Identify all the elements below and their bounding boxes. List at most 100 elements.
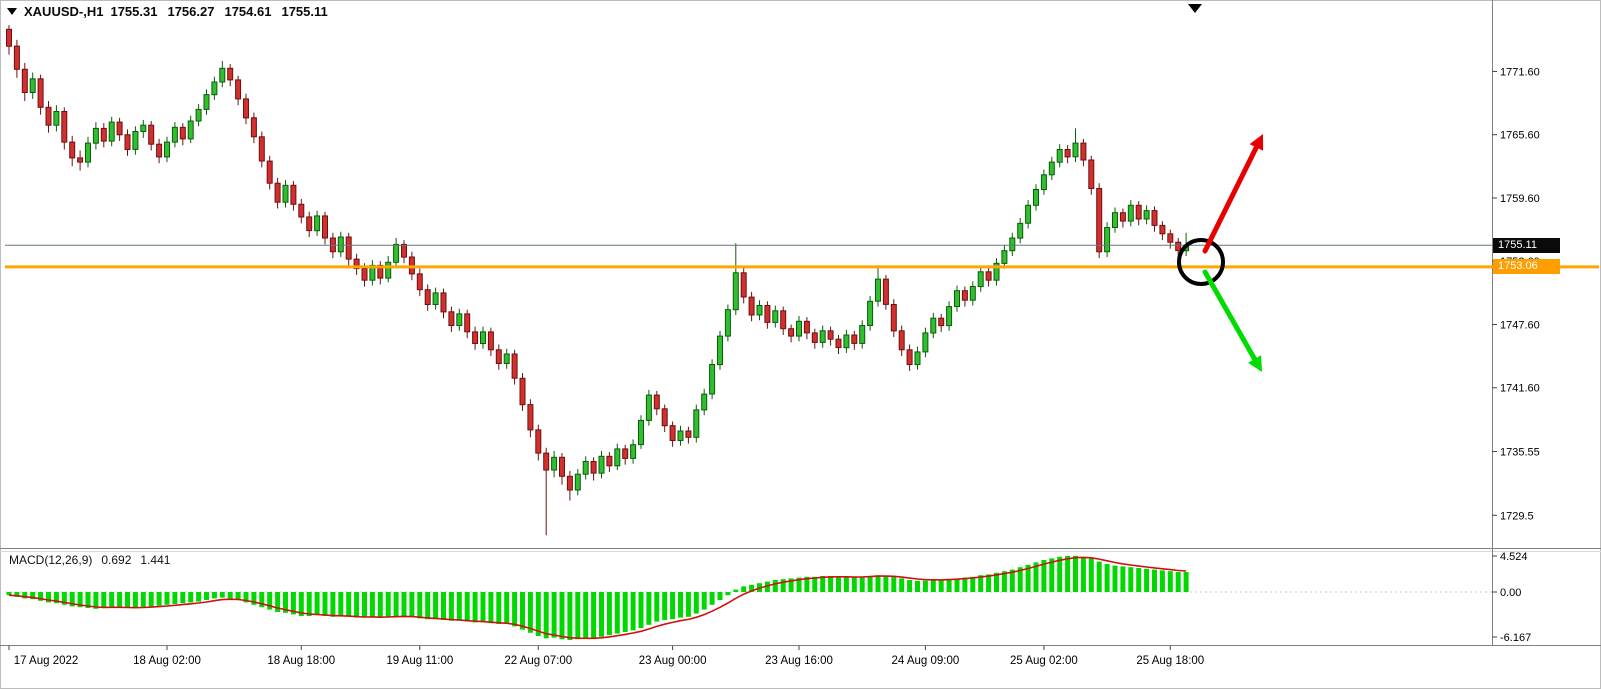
candle-body bbox=[590, 461, 597, 474]
candle-body bbox=[732, 272, 739, 311]
macd-histogram-bar bbox=[243, 592, 249, 603]
candle-body bbox=[614, 448, 621, 467]
candle-body bbox=[843, 334, 850, 349]
chart-shift-marker-icon[interactable] bbox=[1188, 4, 1202, 13]
candle-body bbox=[1159, 224, 1166, 235]
macd-histogram-bar bbox=[362, 592, 367, 618]
macd-histogram-bar bbox=[6, 592, 12, 596]
macd-histogram-bar bbox=[156, 592, 162, 606]
date-axis-label: 18 Aug 18:00 bbox=[267, 655, 335, 667]
price-axis: 1771.601765.601759.601753.601747.601741.… bbox=[1492, 66, 1540, 522]
macd-histogram-bar bbox=[472, 592, 478, 623]
candle-body bbox=[803, 320, 810, 334]
macd-histogram-bar bbox=[812, 576, 818, 592]
high-value: 1756.27 bbox=[167, 4, 215, 19]
candle-body bbox=[322, 215, 328, 239]
macd-histogram-bar bbox=[101, 592, 107, 608]
candle-body bbox=[487, 331, 494, 351]
candle-body bbox=[179, 126, 186, 140]
candle-body bbox=[930, 317, 937, 334]
macd-histogram-bar bbox=[709, 592, 715, 605]
candle-body bbox=[954, 290, 960, 308]
candle-body bbox=[598, 455, 605, 474]
candle-body bbox=[92, 127, 99, 144]
macd-histogram-bar bbox=[480, 592, 486, 623]
candle-body bbox=[969, 286, 976, 301]
macd-histogram-bar bbox=[77, 592, 83, 608]
candle-body bbox=[124, 134, 131, 150]
macd-histogram-bar bbox=[654, 592, 660, 622]
candle-body bbox=[456, 313, 463, 326]
macd-histogram-bar bbox=[53, 592, 59, 604]
candle-body bbox=[645, 394, 652, 421]
macd-histogram-bar bbox=[125, 592, 130, 608]
macd-histogram-bar bbox=[575, 592, 581, 640]
macd-histogram-bar bbox=[441, 592, 446, 620]
macd-histogram-bar bbox=[314, 592, 320, 616]
macd-histogram-bar bbox=[1088, 558, 1094, 592]
candle-body bbox=[566, 475, 573, 491]
macd-histogram-bar bbox=[828, 576, 834, 592]
macd-histogram-bar bbox=[875, 575, 881, 592]
candle-body bbox=[495, 349, 502, 364]
macd-histogram-bar bbox=[599, 592, 604, 637]
macd-histogram-bar bbox=[946, 579, 952, 592]
candle-body bbox=[416, 273, 423, 291]
macd-histogram-bar bbox=[772, 580, 778, 592]
macd-histogram-bar bbox=[986, 574, 992, 592]
candle-body bbox=[306, 216, 313, 232]
candle-body bbox=[6, 28, 12, 47]
candle-body bbox=[669, 425, 676, 442]
candle-body bbox=[219, 67, 226, 83]
candle-body bbox=[788, 328, 795, 337]
candle-body bbox=[1048, 161, 1055, 176]
macd-histogram-bar bbox=[559, 592, 565, 640]
candle-body bbox=[369, 264, 376, 281]
candle-body bbox=[393, 243, 400, 263]
macd-histogram-bar bbox=[820, 576, 826, 592]
macd-histogram-bar bbox=[614, 592, 620, 634]
macd-histogram-bar bbox=[409, 592, 415, 617]
candle-body bbox=[653, 394, 660, 410]
candle-body bbox=[424, 289, 431, 306]
macd-histogram-bar bbox=[622, 592, 628, 632]
macd-histogram-bar bbox=[488, 592, 494, 624]
macd-histogram-bar bbox=[283, 592, 288, 613]
macd-histogram-bar bbox=[662, 592, 668, 620]
candle-body bbox=[961, 290, 968, 301]
candle-body bbox=[148, 124, 155, 145]
macd-histogram-bar bbox=[290, 592, 296, 615]
macd-histogram-bar bbox=[464, 592, 470, 622]
candle-body bbox=[543, 452, 550, 471]
macd-histogram-bar bbox=[851, 577, 857, 592]
candle-body bbox=[401, 243, 407, 258]
candle-body bbox=[1080, 142, 1087, 161]
open-value: 1755.31 bbox=[110, 4, 158, 19]
candle-body bbox=[164, 141, 170, 158]
candle-body bbox=[827, 330, 834, 340]
candle-body bbox=[859, 325, 866, 344]
price-axis-label: 1735.55 bbox=[1500, 447, 1540, 459]
macd-axis-label: -6.167 bbox=[1500, 632, 1531, 644]
candle-body bbox=[906, 349, 913, 366]
candle-body bbox=[448, 311, 455, 326]
macd-histogram-bar bbox=[456, 592, 462, 621]
macd-histogram-bar bbox=[14, 592, 20, 597]
macd-histogram-bar bbox=[685, 592, 691, 617]
candle-body bbox=[377, 264, 384, 279]
price-axis-label: 1747.60 bbox=[1500, 319, 1540, 331]
candle-body bbox=[140, 124, 147, 132]
macd-histogram-bar bbox=[330, 592, 336, 617]
date-axis: 17 Aug 2022 18 Aug 02:00 18 Aug 18:00 19 Au… bbox=[8, 646, 1204, 667]
macd-histogram-bar bbox=[275, 592, 281, 612]
macd-histogram-bar bbox=[899, 578, 905, 592]
macd-histogram-bar bbox=[978, 575, 984, 592]
candle-body bbox=[1017, 222, 1024, 239]
macd-histogram-bar bbox=[93, 592, 99, 609]
macd-histogram-bar bbox=[385, 592, 391, 617]
candle-body bbox=[890, 304, 897, 332]
date-axis-label: 25 Aug 02:00 bbox=[1010, 655, 1078, 667]
candle-body bbox=[1025, 204, 1032, 224]
